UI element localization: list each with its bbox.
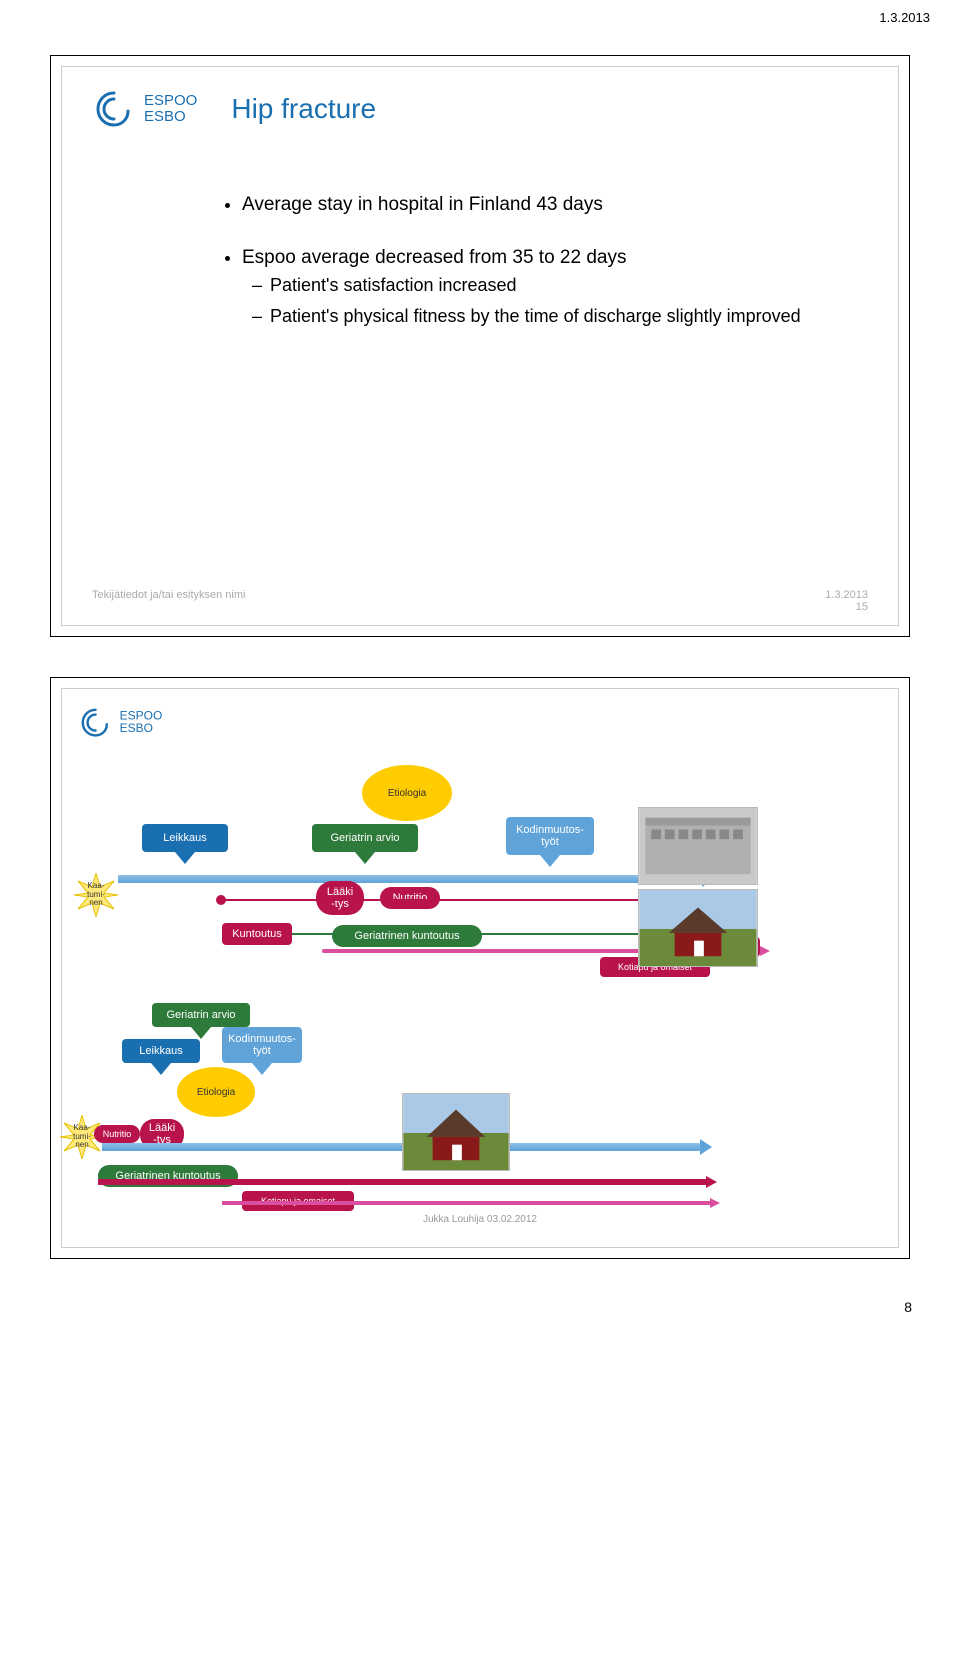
flow-arrow-red-2 [98,1179,708,1185]
etiologia-ellipse-1: Etiologia [362,765,452,821]
footer-source: Tekijätiedot ja/tai esityksen nimi [92,589,245,613]
slide-footer: Tekijätiedot ja/tai esityksen nimi 1.3.2… [92,589,868,613]
sub-bullet-2: Patient's physical fitness by the time o… [270,303,868,330]
kodinmuutostyot-box-1: Kodinmuutos- työt [506,817,594,855]
arrow-down-icon [191,1027,211,1039]
arrow-down-icon [252,1063,272,1075]
slide-title: Hip fracture [231,93,376,125]
etiologia-ellipse-2: Etiologia [177,1067,255,1117]
bullet-1: Average stay in hospital in Finland 43 d… [242,191,868,220]
slide-2: ESPOOESBO Etiologia Leikkaus Geriatrin a… [50,677,910,1259]
logo-swirl-icon [92,87,136,131]
espoo-logo-small: ESPOOESBO [78,705,162,740]
laakitys-box-1: Lääki -tys [316,881,364,915]
nutritio-box-2: Nutritio [94,1125,140,1143]
kuntoutus-box: Kuntoutus [222,923,292,945]
arrow-down-icon [151,1063,171,1075]
logo-swirl-icon [78,705,113,740]
red-house-photo-thumb-1 [638,889,758,967]
geriatrinen-kuntoutus-box-1: Geriatrinen kuntoutus [332,925,482,947]
arrow-down-icon [540,855,560,867]
flow-arrow-pink-2 [222,1201,712,1205]
page-header-date: 1.3.2013 [0,0,960,25]
flow-line-red-1 [222,899,702,901]
flow-arrow-blue-1 [118,875,704,883]
flow-diagram: ESPOOESBO Etiologia Leikkaus Geriatrin a… [62,689,898,1229]
diagram-footer: Jukka Louhija 03.02.2012 [62,1214,898,1225]
page-number: 8 [0,1299,960,1335]
kaatuminen-star-1: Kaa- tumi- nen [74,873,118,917]
bullet-2: Espoo average decreased from 35 to 22 da… [242,244,868,331]
red-house-photo-thumb-2 [402,1093,510,1171]
building-photo-thumb [638,807,758,885]
nutritio-box-1: Nutritio [380,887,440,909]
logo-text: ESPOOESBO [144,93,197,126]
leikkaus-box-2: Leikkaus [122,1039,200,1063]
arrow-down-icon [355,852,375,864]
geriatrin-arvio-box-2: Geriatrin arvio [152,1003,250,1027]
espoo-logo: ESPOOESBO [92,87,197,131]
sub-bullet-1: Patient's satisfaction increased [270,272,868,299]
arrow-down-icon [175,852,195,864]
leikkaus-box-1: Leikkaus [142,824,228,852]
bullet-list: Average stay in hospital in Finland 43 d… [92,191,868,330]
slide-1: ESPOOESBO Hip fracture Average stay in h… [50,55,910,637]
footer-date-page: 1.3.201315 [825,589,868,613]
kodinmuutostyot-box-2: Kodinmuutos- työt [222,1027,302,1063]
geriatrin-arvio-box-1: Geriatrin arvio [312,824,418,852]
